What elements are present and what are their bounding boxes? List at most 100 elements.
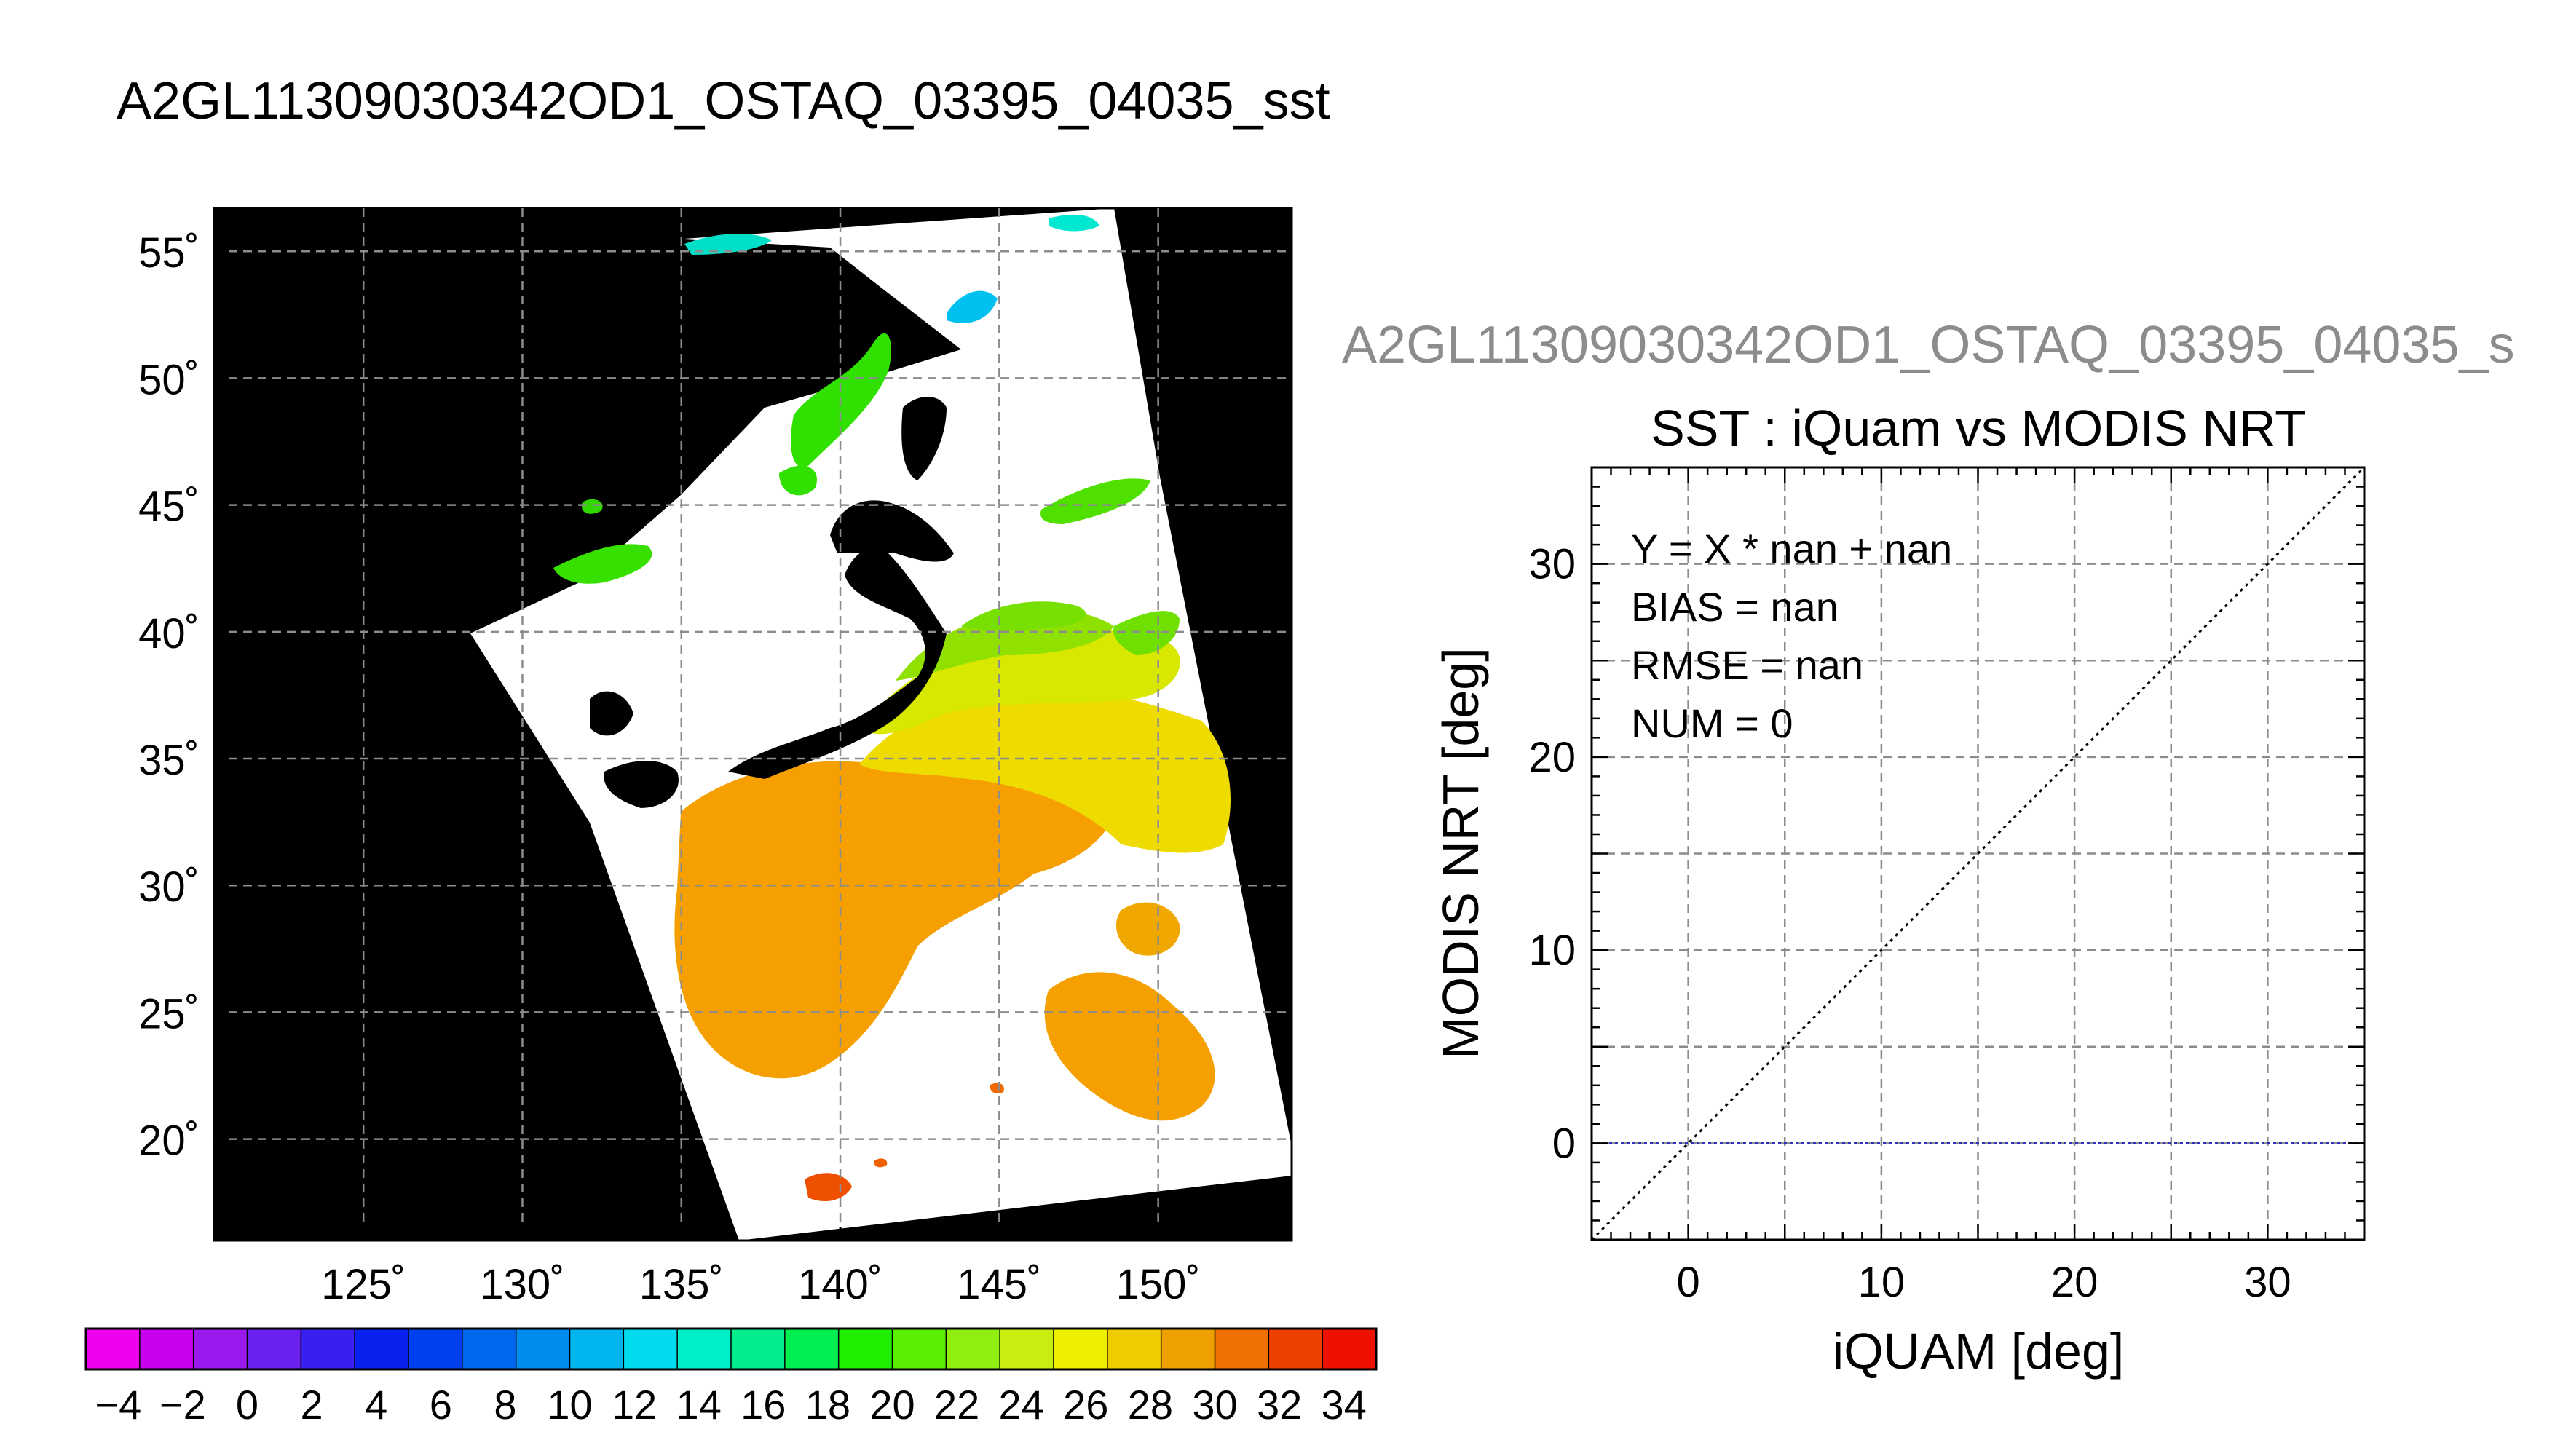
scatter-y-tick-label: 0 [1552, 1120, 1576, 1167]
sst-region-green [779, 465, 817, 496]
scatter-x-tick-label: 0 [1676, 1259, 1699, 1306]
sst-region-yellow [859, 630, 1180, 735]
colorbar-label: 18 [805, 1382, 850, 1428]
map-lat-label: 30˚ [138, 863, 200, 911]
map-lon-label: 135˚ [639, 1261, 724, 1308]
colorbar-swatch [516, 1329, 570, 1369]
stats-rmse: RMSE = nan [1631, 642, 1863, 688]
map-lat-label: 50˚ [138, 356, 200, 403]
sst-region-warm [1044, 972, 1215, 1121]
colorbar-swatch [1161, 1329, 1215, 1369]
colorbar-swatch [1322, 1329, 1377, 1369]
sst-region-cyan [947, 290, 998, 323]
colorbar-swatch [86, 1329, 141, 1369]
colorbar-swatch [462, 1329, 517, 1369]
sst-region-warm [674, 757, 1116, 1079]
colorbar-label: 8 [494, 1382, 516, 1428]
map-latitude-labels: 55˚ 50˚ 45˚ 40˚ 35˚ 30˚ 25˚ 20˚ [138, 229, 200, 1164]
colorbar-swatch [623, 1329, 678, 1369]
colorbar-swatch [838, 1329, 893, 1369]
scatter-title: SST : iQuam vs MODIS NRT [1651, 400, 2306, 456]
scatter-x-tick-label: 20 [2051, 1259, 2098, 1306]
colorbar-label: 12 [612, 1382, 657, 1428]
scatter-y-tick-label: 30 [1528, 541, 1576, 588]
sst-region-yellow [859, 689, 1231, 853]
map-lat-label: 20˚ [138, 1117, 200, 1165]
sst-region-lime [961, 601, 1086, 631]
colorbar-swatch [1215, 1329, 1269, 1369]
colorbar-label: 14 [676, 1382, 722, 1428]
colorbar-swatch [677, 1329, 732, 1369]
colorbar-label: 28 [1128, 1382, 1173, 1428]
map-lat-label: 25˚ [138, 990, 200, 1037]
map-lon-label: 150˚ [1116, 1261, 1201, 1308]
sst-region-cyan [684, 233, 772, 255]
colorbar-label: 26 [1063, 1382, 1108, 1428]
map-lat-label: 55˚ [138, 229, 200, 277]
colorbar-label: 16 [741, 1382, 786, 1428]
honshu [728, 547, 947, 779]
sst-region-hot [805, 1173, 852, 1201]
colorbar-label: 24 [999, 1382, 1044, 1428]
colorbar-swatch [355, 1329, 409, 1369]
colorbar-swatch [784, 1329, 840, 1369]
colorbar-swatch [1107, 1329, 1162, 1369]
map-longitude-labels: 125˚ 130˚ 135˚ 140˚ 145˚ 150˚ [321, 1261, 1201, 1308]
land [590, 397, 954, 808]
map-frame [213, 207, 1293, 1242]
sst-region-lime [896, 609, 1114, 681]
map-title: A2GL11309030342OD1_OSTAQ_03395_04035_sst [117, 72, 1330, 130]
scatter-x-tick-labels: 0 10 20 30 [1676, 1259, 2291, 1306]
colorbar-label: 30 [1192, 1382, 1237, 1428]
sst-region-warm [1115, 902, 1180, 956]
stats-equation: Y = X * nan + nan [1631, 526, 1952, 571]
stats-legend: Y = X * nan + nan BIAS = nan RMSE = nan … [1631, 526, 1952, 746]
colorbar-swatch [1000, 1329, 1054, 1369]
colorbar-label: −4 [95, 1382, 141, 1428]
colorbar-label: 6 [430, 1382, 452, 1428]
colorbar-label: 34 [1322, 1382, 1367, 1428]
colorbar-swatch [1268, 1329, 1323, 1369]
sst-region-hot [874, 1158, 888, 1168]
sst-map: 55˚ 50˚ 45˚ 40˚ 35˚ 30˚ 25˚ 20˚ 125˚ 130˚ 135˚ 140… [138, 207, 1293, 1308]
sst-region-green [1040, 478, 1150, 524]
map-lon-label: 125˚ [321, 1261, 406, 1308]
identity-line [1592, 467, 2364, 1240]
scatter-y-tick-labels: 0 10 20 30 [1528, 541, 1576, 1168]
colorbar-label: 20 [869, 1382, 915, 1428]
colorbar-label: 4 [365, 1382, 387, 1428]
colorbar-swatch [892, 1329, 947, 1369]
colorbar-frame [84, 1327, 1378, 1371]
sst-field [553, 214, 1231, 1201]
scatter-minor-ticks [1592, 466, 2366, 1240]
sst-region-hot [990, 1083, 1004, 1093]
scatter-header: A2GL11309030342OD1_OSTAQ_03395_04035_s [1342, 316, 2515, 374]
stats-num: NUM = 0 [1631, 700, 1793, 746]
colorbar-swatch [946, 1329, 1000, 1369]
scatter-grid [1592, 467, 2364, 1240]
colorbar-swatch [408, 1329, 463, 1369]
scatter-x-tick-label: 30 [2244, 1259, 2291, 1306]
map-lon-label: 140˚ [798, 1261, 882, 1308]
colorbar-label: 32 [1257, 1382, 1302, 1428]
colorbar-swatch [247, 1329, 301, 1369]
colorbar-swatch [731, 1329, 786, 1369]
hokkaido [830, 500, 954, 562]
colorbar-swatch [193, 1329, 248, 1369]
map-lat-label: 35˚ [138, 737, 200, 784]
sst-region-green [582, 499, 603, 514]
colorbar: −4 −2 0 2 4 6 8 10 12 14 16 18 20 22 24 26 28 30 32 34 [84, 1327, 1378, 1428]
sst-region-cyan [1049, 214, 1099, 232]
map-lon-label: 130˚ [480, 1261, 564, 1308]
korea [590, 691, 633, 736]
scatter-plot: 0 10 20 30 0 10 20 30 Y = X * nan + nan BIAS =… [1432, 466, 2366, 1380]
scatter-y-tick-label: 10 [1528, 927, 1576, 974]
sst-region-green [553, 544, 652, 584]
map-lat-label: 45˚ [138, 483, 200, 531]
stats-bias: BIAS = nan [1631, 584, 1839, 630]
sst-region-lime [1113, 611, 1180, 655]
colorbar-swatch [139, 1329, 194, 1369]
colorbar-label: 2 [301, 1382, 323, 1428]
kyushu [604, 761, 679, 808]
